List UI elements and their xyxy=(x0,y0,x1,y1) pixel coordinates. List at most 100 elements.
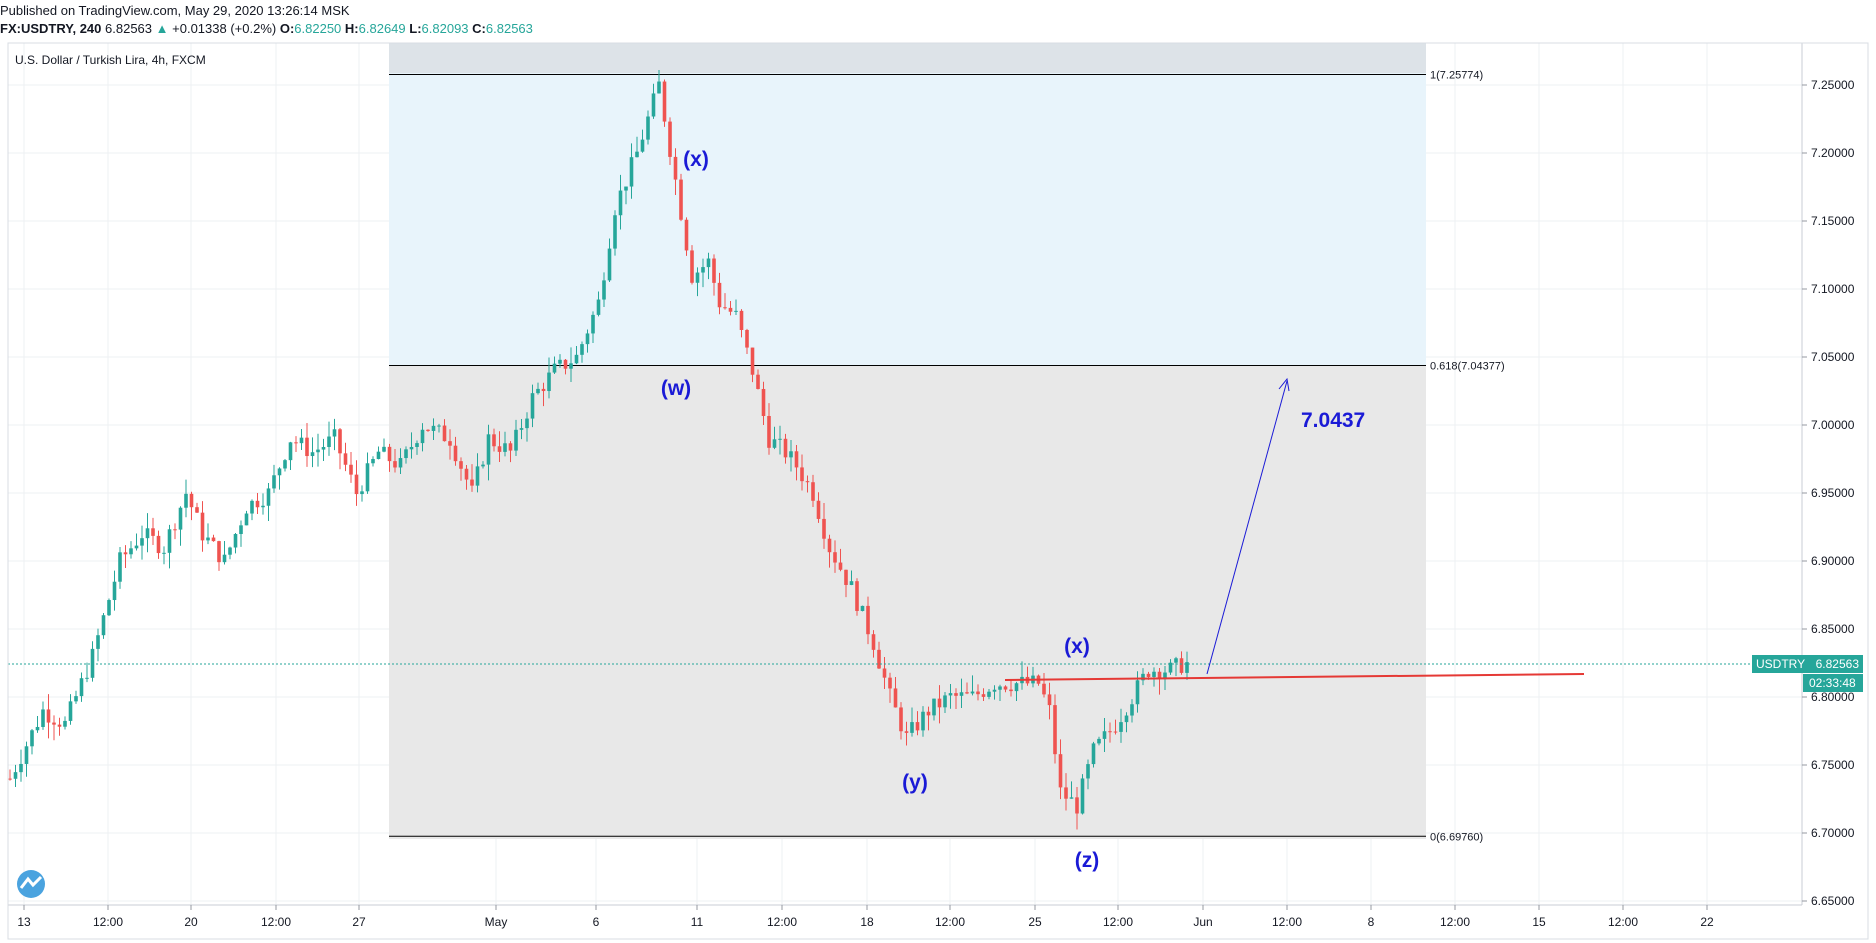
fib-upper-zone xyxy=(389,43,1426,365)
trend-line[interactable] xyxy=(1004,673,1585,681)
candle-body xyxy=(52,722,56,725)
candle-body xyxy=(959,692,964,696)
price-change: +0.01338 (+0.2%) xyxy=(172,21,277,36)
candle-body xyxy=(673,156,678,180)
candle-body xyxy=(508,443,513,451)
fib-top-band xyxy=(389,43,1426,73)
candle-body xyxy=(228,547,232,555)
candle-body xyxy=(904,731,909,733)
candle-body xyxy=(981,694,986,697)
candle-body xyxy=(783,438,788,458)
fib-lower-zone xyxy=(389,365,1426,839)
candle-body xyxy=(376,451,381,460)
low-label: L: xyxy=(409,21,422,36)
price-badge-symbol: USDTRY xyxy=(1756,657,1805,671)
y-tick-label: 6.95000 xyxy=(1811,486,1855,500)
candle-body xyxy=(745,329,749,348)
candle-body xyxy=(866,605,870,635)
candle-body xyxy=(393,461,397,468)
open-value: 6.82250 xyxy=(294,21,342,36)
candle-body xyxy=(442,425,447,442)
candle-body xyxy=(723,307,727,309)
candle-body xyxy=(437,425,441,427)
y-tick-label: 6.90000 xyxy=(1811,554,1855,568)
candle-body xyxy=(1179,658,1184,673)
projection-arrow[interactable] xyxy=(1206,377,1290,675)
fib-level-label: 1(7.25774) xyxy=(1430,69,1483,81)
candle-body xyxy=(19,763,23,773)
candle-body xyxy=(849,581,854,585)
candle-body xyxy=(503,443,507,452)
high-label: H: xyxy=(344,21,359,36)
candle-body xyxy=(838,562,843,570)
x-tick-label: 12:00 xyxy=(1608,915,1638,929)
candle-body xyxy=(635,151,639,158)
candle-body xyxy=(1086,764,1090,779)
wave-label-x2: (x) xyxy=(1064,635,1090,658)
candle-body xyxy=(739,310,744,330)
y-tick-label: 6.65000 xyxy=(1811,894,1855,908)
candle-body xyxy=(195,507,199,513)
x-tick-label: 13 xyxy=(17,915,31,929)
x-tick-label: 25 xyxy=(1028,915,1042,929)
candle-body xyxy=(684,219,689,251)
x-tick-label: 18 xyxy=(860,915,874,929)
candle-body xyxy=(1080,778,1085,814)
countdown-text: 02:33:48 xyxy=(1809,676,1856,690)
candle-body xyxy=(41,709,45,727)
candle-body xyxy=(1146,673,1151,677)
fib-level-label: 0(6.69760) xyxy=(1430,831,1483,843)
chart-frame xyxy=(7,42,1869,940)
candle-body xyxy=(288,442,293,461)
x-tick-label: 6 xyxy=(593,915,600,929)
candle-body xyxy=(525,418,529,429)
candle-body xyxy=(728,307,733,312)
candle-body xyxy=(1108,731,1112,733)
candle-body xyxy=(145,528,150,539)
candle-body xyxy=(233,534,238,548)
y-tick-label: 6.80000 xyxy=(1811,690,1855,704)
candle-body xyxy=(530,393,535,419)
y-axis-ticks: 7.25000 7.20000 7.15000 7.10000 7.05000 7.000… xyxy=(1802,78,1855,908)
candle-body xyxy=(475,466,480,486)
candle-body xyxy=(79,678,84,697)
tradingview-logo-icon[interactable] xyxy=(17,870,45,898)
candle-body xyxy=(255,500,260,508)
candle-body xyxy=(1152,671,1156,677)
candle-body xyxy=(310,452,315,457)
y-tick-label: 7.10000 xyxy=(1811,282,1855,296)
symbol-interval: FX:USDTRY, 240 xyxy=(0,21,102,36)
candle-body xyxy=(239,525,243,535)
candle-body xyxy=(1097,738,1101,744)
x-tick-label: 12:00 xyxy=(1272,915,1302,929)
candle-body xyxy=(712,258,716,283)
y-axis-bg xyxy=(1802,43,1876,905)
candle-body xyxy=(514,429,518,451)
wave-label-z: (z) xyxy=(1075,849,1100,872)
candle-body xyxy=(921,711,925,731)
candle-body xyxy=(409,446,414,450)
candle-body xyxy=(558,359,562,364)
candle-body xyxy=(85,677,89,679)
candle-body xyxy=(1075,797,1079,814)
candle-body xyxy=(35,726,40,731)
candle-body xyxy=(63,720,67,727)
candle-body xyxy=(976,691,980,695)
candle-body xyxy=(778,438,782,440)
candle-body xyxy=(68,701,73,721)
candle-body xyxy=(734,310,738,312)
candle-body xyxy=(371,459,375,464)
x-tick-label: 22 xyxy=(1700,915,1714,929)
candle-body xyxy=(360,491,364,495)
candle-body xyxy=(613,215,617,249)
candle-body xyxy=(822,518,826,539)
candle-body xyxy=(987,691,991,697)
countdown-bg xyxy=(1803,674,1863,692)
candle-body xyxy=(222,554,227,563)
candle-body xyxy=(624,186,628,191)
candle-body xyxy=(640,139,645,152)
x-tick-label: 11 xyxy=(691,915,704,929)
candle-body xyxy=(200,512,205,541)
candle-body xyxy=(1124,715,1129,723)
